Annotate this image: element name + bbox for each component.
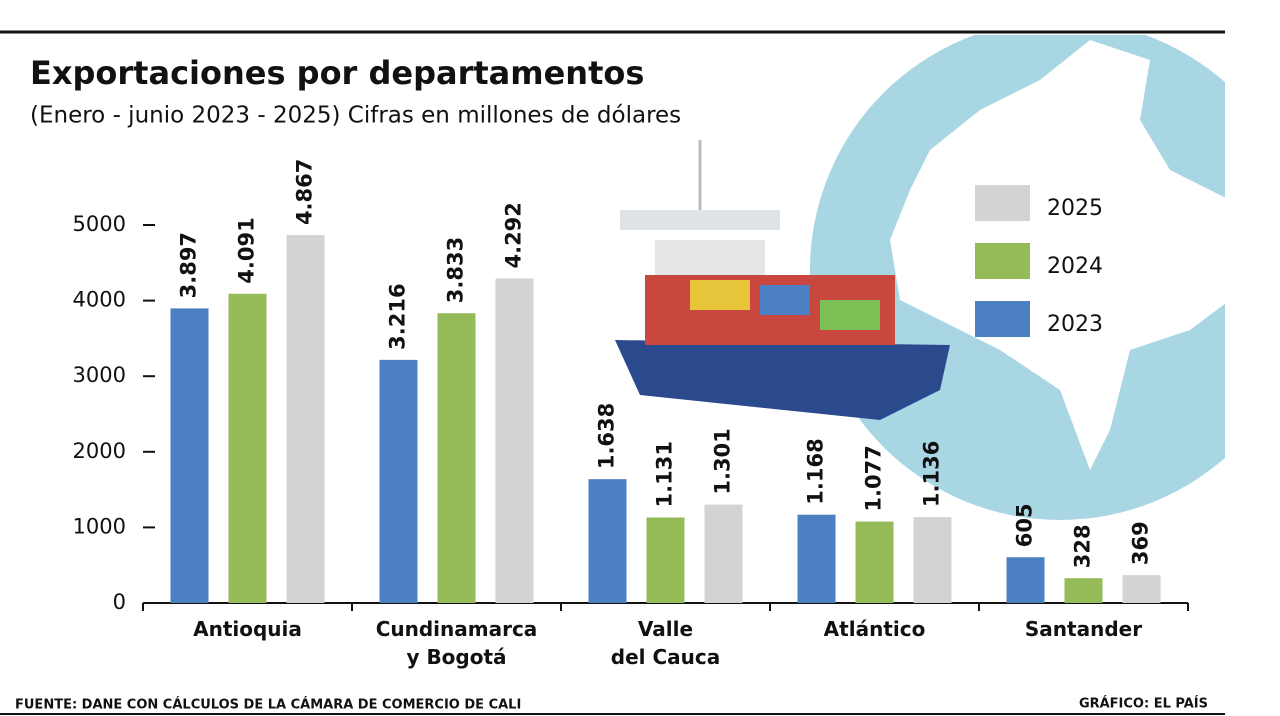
x-tick-label: Cundinamarca y Bogotá — [375, 617, 538, 669]
y-tick-label: 4000 — [73, 288, 126, 312]
bar — [1064, 578, 1103, 603]
bar — [646, 517, 685, 603]
bar — [855, 521, 894, 603]
data-label: 1.638 — [595, 403, 619, 469]
legend-label: 2023 — [1047, 312, 1103, 337]
data-label: 4.867 — [293, 159, 317, 225]
x-tick-label: Valle del Cauca — [610, 617, 721, 669]
data-label: 1.077 — [862, 445, 886, 511]
y-tick-label: 3000 — [73, 363, 126, 387]
data-label: 605 — [1013, 503, 1037, 547]
data-label: 328 — [1071, 524, 1095, 568]
bar — [495, 278, 534, 603]
map-decoration — [810, 35, 1225, 520]
bar — [437, 313, 476, 603]
ship-decoration — [615, 140, 950, 420]
bar — [588, 479, 627, 603]
chart-title: Exportaciones por departamentos — [30, 54, 644, 92]
data-label: 1.168 — [804, 438, 828, 504]
x-tick-label: Atlántico — [823, 617, 926, 641]
data-label: 3.833 — [444, 237, 468, 303]
data-label: 1.136 — [920, 441, 944, 507]
y-tick-label: 1000 — [73, 514, 126, 538]
bar — [286, 235, 325, 603]
bar — [379, 359, 418, 603]
data-label: 4.292 — [502, 202, 526, 268]
source: FUENTE: DANE CON CÁLCULOS DE LA CÁMARA D… — [15, 697, 521, 713]
bar — [913, 517, 952, 603]
legend-swatch — [975, 243, 1030, 279]
data-label: 3.897 — [177, 232, 201, 298]
bar — [170, 308, 209, 603]
bar — [1122, 575, 1161, 603]
bar — [228, 293, 267, 603]
y-tick-label: 5000 — [73, 212, 126, 236]
legend-label: 2024 — [1047, 254, 1103, 279]
legend-label: 2025 — [1047, 196, 1103, 221]
legend-swatch — [975, 301, 1030, 337]
bar — [704, 504, 743, 603]
y-tick-label: 0 — [113, 590, 126, 614]
data-label: 3.216 — [386, 283, 410, 349]
legend-swatch — [975, 185, 1030, 221]
data-label: 1.131 — [653, 441, 677, 507]
bar — [1006, 557, 1045, 603]
bar — [797, 514, 836, 603]
data-label: 4.091 — [235, 217, 259, 283]
x-tick-label: Santander — [1024, 617, 1143, 641]
data-label: 1.301 — [711, 428, 735, 494]
y-tick-label: 2000 — [73, 439, 126, 463]
credit: GRÁFICO: EL PAÍS — [1079, 696, 1208, 712]
chart-subtitle: (Enero - junio 2023 - 2025) Cifras en mi… — [30, 103, 681, 129]
x-tick-label: Antioquia — [193, 617, 302, 641]
data-label: 369 — [1129, 521, 1153, 565]
